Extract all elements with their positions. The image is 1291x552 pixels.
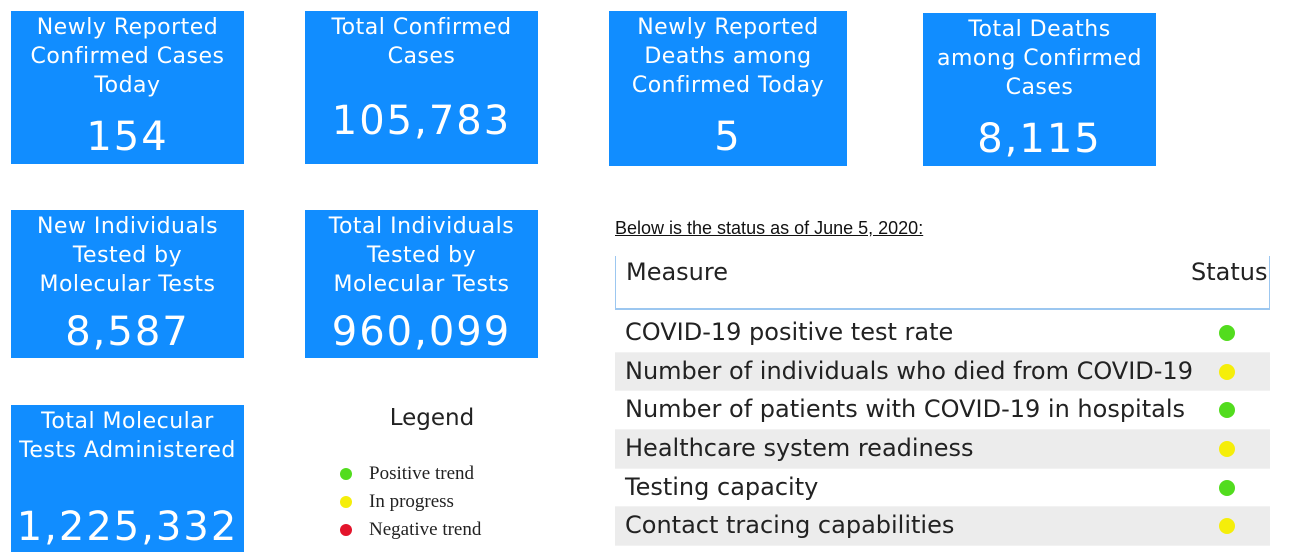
table-header: Measure Status (615, 256, 1270, 310)
table-body: COVID-19 positive test rate Number of ind… (615, 314, 1270, 547)
card: Newly Reported Deaths among Confirmed To… (609, 11, 847, 166)
card-label: New Individuals Tested by Molecular Test… (36, 214, 219, 297)
legend-title: Legend (389, 405, 475, 431)
status-dot (1219, 402, 1235, 419)
legend-dot (340, 524, 352, 536)
card-label: Newly Reported Deaths among Confirmed To… (631, 15, 825, 98)
table-row: Testing capacity (615, 469, 1270, 508)
measure: COVID-19 positive test rate (625, 318, 954, 346)
header-cell: Status (1191, 258, 1268, 286)
card-value: 154 (86, 114, 169, 160)
status-dot (1219, 479, 1235, 496)
table-row: COVID-19 positive test rate (615, 314, 1270, 353)
card-value: 105,783 (331, 98, 512, 144)
table-row: Contact tracing capabilities (615, 507, 1270, 547)
measure: Testing capacity (625, 472, 819, 501)
legend-item: In progress (340, 488, 454, 516)
card: Total Individuals Tested by Molecular Te… (305, 210, 538, 358)
legend-label: Positive trend (369, 463, 475, 484)
card-label: Total Deaths among Confirmed Cases (937, 17, 1142, 100)
card: Total Confirmed Cases 105,783 (305, 11, 538, 164)
card: Total Deaths among Confirmed Cases 8,115 (923, 13, 1156, 166)
measure: Contact tracing capabilities (625, 511, 955, 540)
legend-dot (340, 496, 352, 508)
legend-label: Negative trend (369, 519, 482, 540)
card-label: Total Confirmed Cases (331, 15, 512, 69)
card-label: Total Molecular Tests Administered (19, 409, 236, 463)
table-row: Number of patients with COVID-19 in hosp… (615, 391, 1270, 431)
table-row: Healthcare system readiness (615, 430, 1270, 469)
legend-dot (340, 468, 352, 480)
header-cell: Measure (626, 258, 728, 286)
measure: Number of patients with COVID-19 in hosp… (625, 395, 1186, 424)
card-value: 960,099 (331, 309, 512, 355)
table-row: Number of individuals who died from COVI… (615, 352, 1270, 392)
legend-item: Positive trend (340, 460, 474, 488)
measure: Number of individuals who died from COVI… (625, 356, 1193, 385)
card-label: Newly Reported Confirmed Cases Today (30, 15, 225, 98)
legend: Legend Positive trend In progress Negative… (330, 405, 540, 552)
status-dot (1219, 441, 1235, 458)
status-dot (1219, 518, 1235, 535)
measure: Healthcare system readiness (625, 434, 974, 463)
card: Newly Reported Confirmed Cases Today 154 (11, 11, 244, 164)
card-label: Total Individuals Tested by Molecular Te… (328, 214, 515, 297)
legend-item: Negative trend (340, 516, 481, 544)
status-caption: Below is the status as of June 5, 2020: (615, 218, 924, 238)
card: New Individuals Tested by Molecular Test… (11, 210, 244, 358)
status-table: Measure Status COVID-19 positive test ra… (615, 256, 1270, 547)
card-value: 8,587 (65, 309, 190, 355)
status-dot (1219, 363, 1235, 380)
card-value: 5 (714, 114, 742, 160)
card-value: 8,115 (977, 116, 1102, 162)
card: Total Molecular Tests Administered 1,225,… (11, 405, 244, 552)
status-dot (1219, 325, 1235, 341)
card-value: 1,225,332 (16, 504, 239, 550)
legend-label: In progress (369, 491, 454, 512)
